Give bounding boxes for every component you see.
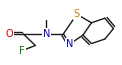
Text: N: N: [43, 29, 50, 39]
Text: O: O: [6, 29, 14, 39]
Text: F: F: [19, 46, 25, 56]
Text: N: N: [66, 39, 73, 49]
Text: S: S: [74, 9, 80, 19]
